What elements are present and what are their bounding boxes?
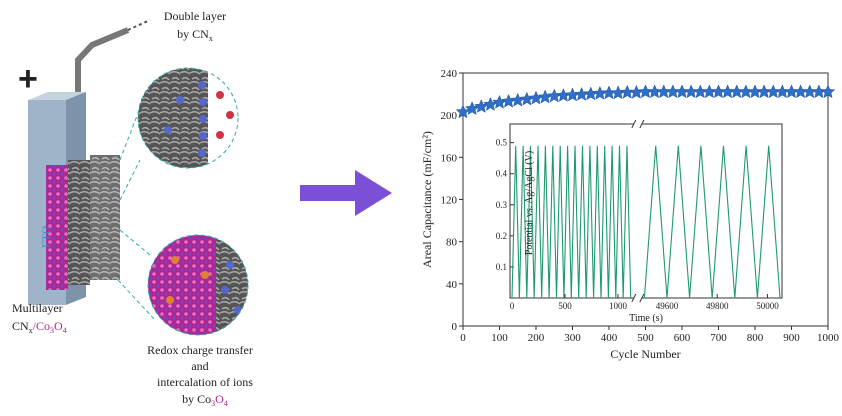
subscript: 4 (63, 326, 67, 335)
y-tick-label: 200 (441, 110, 458, 122)
layer (68, 160, 90, 285)
arrow (300, 170, 392, 216)
label-part: O (54, 319, 63, 333)
fto-label: FTO (39, 225, 53, 248)
x-tick-label: 900 (783, 332, 800, 344)
subscript: x (209, 34, 213, 43)
y-tick-label: 80 (446, 237, 458, 249)
x-tick-label: 400 (601, 332, 618, 344)
label: Double layer (164, 9, 226, 23)
x-tick-label: 700 (710, 332, 727, 344)
x-tick-label: 49800 (706, 301, 729, 311)
point (493, 96, 506, 109)
figure: + FTO Double layer by CNx Multilayer CNx… (0, 0, 842, 416)
point (529, 91, 542, 104)
x-tick-label: 500 (637, 332, 654, 344)
label-part: O (215, 392, 224, 406)
x-tick-label: 200 (528, 332, 545, 344)
x-tick-label: 1000 (609, 301, 628, 311)
label: Redox charge transfer (147, 343, 253, 357)
x-tick-label: 0 (510, 301, 515, 311)
label: by CNx (177, 27, 213, 43)
label-part: CN (12, 319, 29, 333)
y-tick-label: 40 (446, 279, 458, 291)
x-tick-label: 100 (491, 332, 508, 344)
x-tick-label: 500 (558, 301, 572, 311)
label: and (191, 359, 208, 373)
point (520, 92, 533, 105)
charts: 0 100 200 300 400 500 600 700 800 900 1000 0 40 80 120… (420, 68, 840, 361)
point (539, 90, 552, 103)
label-part: /Co (33, 319, 50, 333)
wire-end (128, 20, 150, 30)
x-axis-label: Time (s) (629, 313, 663, 324)
label-part: by CN (177, 27, 209, 41)
point (484, 98, 497, 111)
label: by Co3O4 (182, 392, 228, 408)
y-tick-label: 240 (441, 68, 458, 80)
label: intercalation of ions (157, 375, 253, 389)
zoom-circle (148, 235, 251, 335)
point (475, 100, 488, 113)
y-tick-label: 0 (452, 321, 458, 333)
x-tick-label: 0 (460, 332, 466, 344)
x-tick-label: 600 (674, 332, 691, 344)
point (511, 93, 524, 106)
label: CNx/Co3O4 (12, 319, 67, 335)
label-part: by Co (182, 392, 211, 406)
point (502, 95, 515, 108)
illustration: + FTO Double layer by CNx Multilayer CNx… (12, 9, 392, 408)
y-tick-label: 0.2 (496, 231, 507, 241)
y-tick-label: 0.1 (496, 262, 507, 272)
layer (90, 155, 120, 280)
label: Multilayer (12, 301, 63, 315)
y-tick-label: 0.4 (496, 169, 508, 179)
y-tick-label: 120 (441, 195, 458, 207)
y-tick-label: 0.3 (496, 200, 508, 210)
x-tick-label: 49600 (656, 301, 679, 311)
plus-sign: + (18, 60, 38, 98)
wire (78, 30, 128, 100)
subscript: 4 (224, 399, 228, 408)
x-tick-label: 50000 (756, 301, 779, 311)
zoom-circle (138, 68, 248, 168)
x-tick-label: 800 (747, 332, 764, 344)
x-axis-label: Cycle Number (610, 347, 680, 361)
y-tick-label: 0.5 (496, 138, 508, 148)
x-tick-label: 1000 (817, 332, 840, 344)
x-tick-label: 300 (564, 332, 581, 344)
y-axis-label: Potential vs. Ag/AgCl (V) (524, 151, 535, 255)
y-tick-label: 160 (441, 152, 458, 164)
y-axis-label: Areal Capacitance (mF/cm²) (420, 131, 434, 268)
